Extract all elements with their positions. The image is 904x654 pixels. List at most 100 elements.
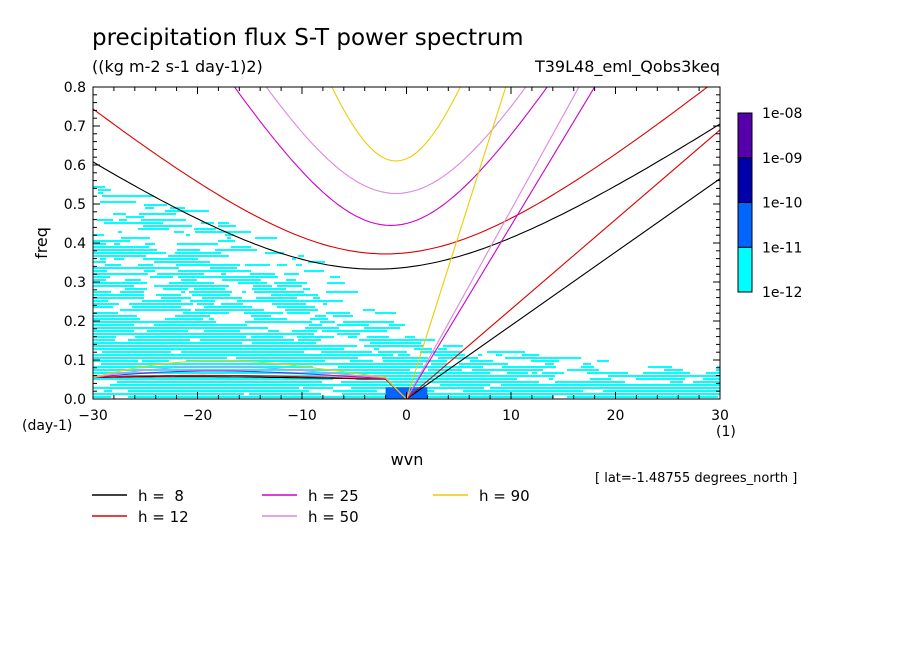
heatmap-cell	[275, 354, 279, 356]
heatmap-cell	[187, 336, 198, 338]
heatmap-cell	[125, 222, 138, 224]
heatmap-cell	[492, 369, 500, 371]
heatmap-cell	[323, 384, 331, 386]
heatmap-cell	[204, 306, 222, 308]
heatmap-cell	[267, 348, 276, 350]
heatmap-cell	[601, 384, 612, 386]
heatmap-cell	[714, 393, 720, 395]
heatmap-cell	[127, 351, 152, 353]
kelvin-line-h8	[406, 177, 720, 399]
heatmap-cell	[268, 330, 279, 332]
heatmap-cell	[261, 351, 267, 353]
heatmap-cell	[200, 333, 215, 335]
heatmap-cell	[522, 372, 528, 374]
heatmap-cell	[440, 360, 447, 362]
heatmap-cell	[148, 387, 165, 389]
heatmap-cell	[631, 375, 640, 377]
heatmap-cell	[93, 372, 117, 374]
heatmap-cell	[149, 321, 155, 323]
heatmap-cell	[370, 342, 388, 344]
heatmap-cell	[197, 303, 214, 305]
heatmap-cell	[138, 228, 153, 230]
heatmap-cell	[296, 384, 301, 386]
heatmap-cell	[326, 291, 331, 293]
heatmap-cell	[265, 252, 284, 254]
heatmap-cell	[271, 342, 278, 344]
heatmap-cell	[378, 351, 383, 353]
heatmap-cell	[118, 318, 140, 320]
heatmap-cell	[232, 345, 247, 347]
heatmap-cell	[218, 240, 235, 242]
heatmap-cell	[201, 354, 209, 356]
heatmap-cell	[281, 360, 290, 362]
heatmap-cell	[314, 324, 322, 326]
heatmap-cell	[668, 372, 690, 374]
heatmap-cell	[235, 270, 251, 272]
heatmap-cell	[105, 276, 110, 278]
heatmap-cell	[297, 354, 301, 356]
heatmap-cell	[117, 294, 125, 296]
heatmap-cell	[114, 243, 120, 245]
heatmap-cell	[154, 309, 167, 311]
heatmap-cell	[153, 228, 169, 230]
heatmap-cell	[169, 282, 189, 284]
heatmap-cell	[274, 282, 293, 284]
heatmap-cell	[179, 354, 201, 356]
heatmap-cell	[231, 390, 245, 392]
heatmap-cell	[128, 390, 137, 392]
heatmap-cell	[285, 378, 295, 380]
heatmap-cell	[165, 318, 183, 320]
heatmap-cell	[183, 261, 199, 263]
heatmap-cell	[323, 303, 327, 305]
heatmap-cell	[550, 384, 565, 386]
heatmap-cell	[126, 216, 144, 218]
heatmap-cell	[655, 390, 666, 392]
heatmap-cell	[200, 339, 211, 341]
ig-curve-h50	[265, 87, 527, 195]
heatmap-cell	[277, 264, 287, 266]
colorbar-label: 1e-08	[762, 106, 802, 122]
heatmap-cell	[670, 387, 695, 389]
heatmap-cell	[475, 363, 486, 365]
heatmap-cell	[254, 279, 261, 281]
heatmap-cell	[414, 348, 428, 350]
heatmap-cell	[220, 267, 237, 269]
heatmap-cell	[650, 384, 662, 386]
heatmap-cell	[531, 375, 555, 377]
heatmap-cell	[192, 381, 199, 383]
heatmap-cell	[121, 237, 128, 239]
heatmap-cell	[451, 393, 467, 395]
heatmap-cell	[142, 360, 155, 362]
kelvin-line-h90	[405, 87, 507, 399]
heatmap-cell	[666, 396, 683, 398]
heatmap-cell	[255, 369, 261, 371]
heatmap-cell	[433, 378, 443, 380]
heatmap-cell	[238, 384, 248, 386]
heatmap-cell	[148, 327, 170, 329]
heatmap-cell	[198, 336, 207, 338]
heatmap-cell	[619, 387, 637, 389]
heatmap-cell	[93, 282, 110, 284]
heatmap-cell	[93, 378, 110, 380]
heatmap-cell	[374, 345, 399, 347]
heatmap-cell	[546, 372, 564, 374]
heatmap-cell	[212, 285, 229, 287]
heatmap-cell	[125, 288, 140, 290]
heatmap-cell	[171, 348, 182, 350]
x-tick-label: −10	[287, 408, 317, 424]
heatmap-cell	[542, 396, 554, 398]
heatmap-cell	[255, 237, 277, 239]
heatmap-cell	[466, 375, 487, 377]
heatmap-cell	[375, 354, 393, 356]
heatmap-cell	[262, 288, 281, 290]
heatmap-cell	[229, 396, 237, 398]
heatmap-cell	[93, 246, 100, 248]
heatmap-cell	[93, 306, 99, 308]
heatmap-cell	[205, 342, 229, 344]
heatmap-cell	[170, 327, 176, 329]
heatmap-cell	[597, 378, 611, 380]
heatmap-cell	[228, 393, 244, 395]
heatmap-cell	[236, 357, 260, 359]
heatmap-cell	[117, 315, 137, 317]
heatmap-cell	[112, 348, 118, 350]
